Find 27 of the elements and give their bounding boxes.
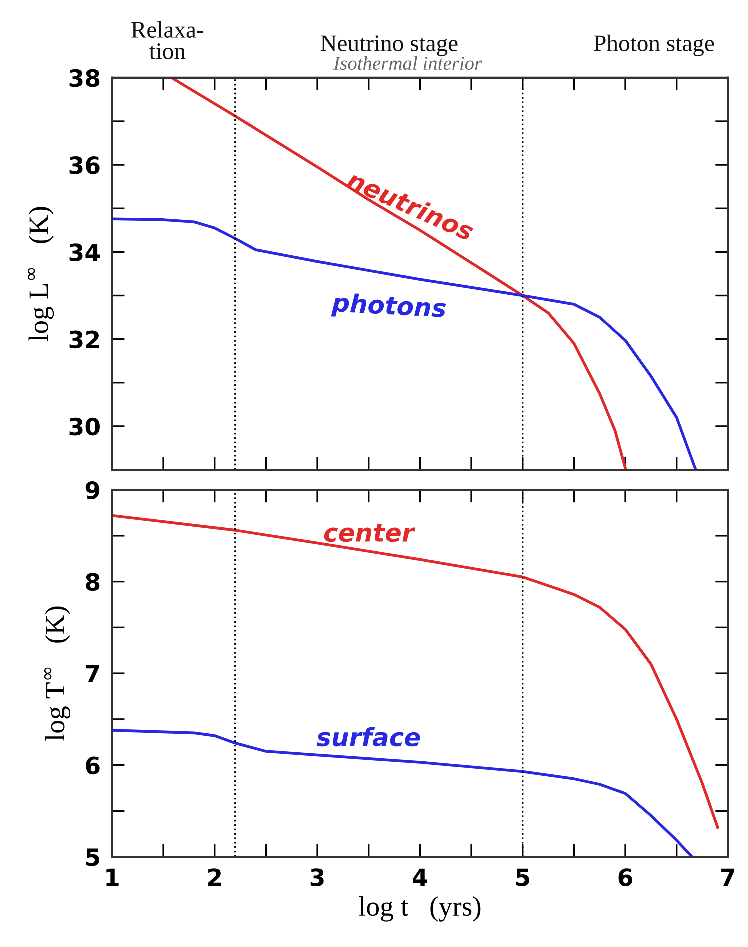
- series-label: photons: [331, 292, 446, 323]
- x-tick-label: 2: [208, 868, 222, 886]
- y-tick-label: 32: [70, 330, 100, 349]
- text: Neutrino stage: [320, 36, 458, 56]
- y-tick-label: 34: [70, 244, 100, 262]
- text: Photon stage: [594, 34, 714, 56]
- text: log L$^{∞}$ (K): [28, 207, 54, 342]
- x-tick-label: 6: [618, 868, 632, 886]
- series-label: surface: [316, 727, 420, 747]
- y-tick-label: 8: [86, 573, 100, 592]
- y-tick-label: 6: [86, 756, 100, 775]
- text: Isothermal interior: [334, 56, 482, 70]
- x-axis-title: log t (yrs): [359, 896, 481, 922]
- x-tick-label: 3: [310, 868, 324, 886]
- x-tick-label: 5: [516, 868, 530, 886]
- y-tick-label: 38: [70, 69, 100, 88]
- text: log T$^{∞}$ (K): [44, 606, 70, 742]
- y-tick-label: 36: [70, 156, 100, 174]
- x-tick-label: 4: [413, 868, 428, 886]
- series-label: center: [324, 524, 416, 542]
- y-tick-label: 5: [86, 848, 100, 866]
- text: Relaxa- tion: [132, 21, 204, 60]
- y-tick-label: 9: [86, 482, 100, 500]
- y-tick-label: 30: [70, 418, 100, 436]
- x-tick-label: 1: [106, 868, 119, 886]
- y-tick-label: 7: [86, 665, 100, 683]
- x-tick-label: 7: [722, 868, 735, 886]
